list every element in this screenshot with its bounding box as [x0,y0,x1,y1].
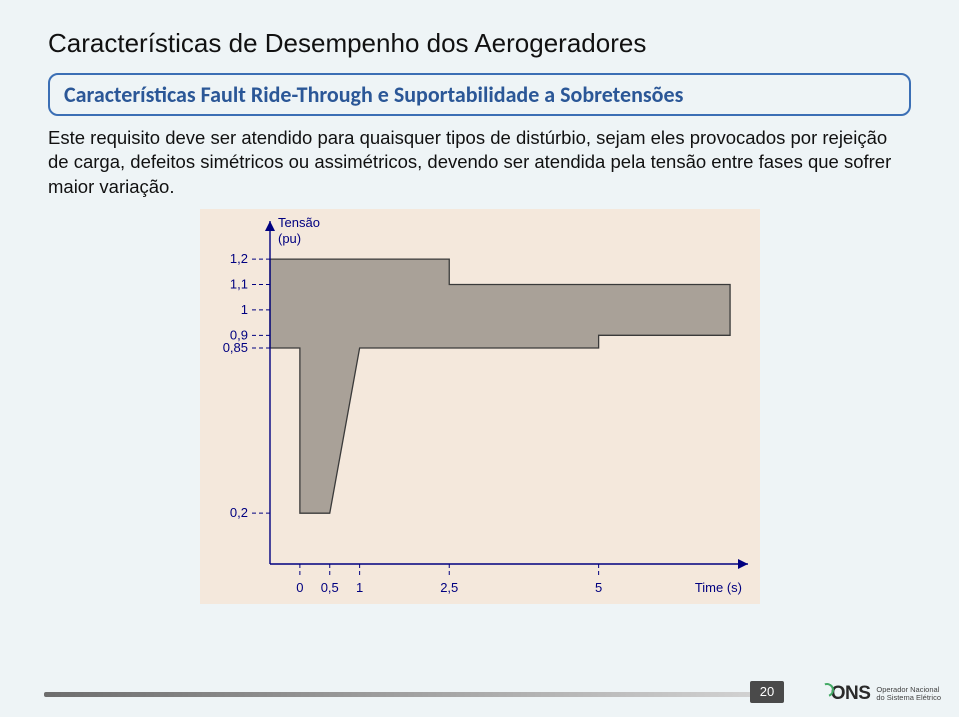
page-number: 20 [750,681,784,703]
chart-container: 0,20,850,911,11,200,512,55Tensão(pu)Time… [200,209,760,604]
body-paragraph: Este requisito deve ser atendido para qu… [48,126,911,199]
x-tick-label: 1 [356,580,363,595]
frt-chart: 0,20,850,911,11,200,512,55Tensão(pu)Time… [200,209,760,604]
subtitle-box: Características Fault Ride-Through e Sup… [48,73,911,116]
x-tick-label: 5 [595,580,602,595]
logo-subtext: Operador Nacional do Sistema Elétrico [876,686,941,702]
x-tick-label: 2,5 [440,580,458,595]
x-axis-arrow-icon [738,559,748,569]
y-tick-label: 1,2 [229,251,247,266]
frt-chart-svg: 0,20,850,911,11,200,512,55Tensão(pu)Time… [200,209,760,604]
y-tick-label: 0,2 [229,505,247,520]
y-tick-label: 1 [240,302,247,317]
logo-sub-line2: do Sistema Elétrico [876,693,941,702]
logo-brand: ONS [820,683,870,705]
y-axis-arrow-icon [265,221,275,231]
subtitle-text: Características Fault Ride-Through e Sup… [64,81,895,108]
y-tick-label: 0,9 [229,328,247,343]
y-tick-label: 1,1 [229,277,247,292]
x-tick-label: 0,5 [320,580,338,595]
logo-brand-text: ONS [831,683,871,704]
x-tick-label: 0 [296,580,303,595]
x-axis-label: Time (s) [694,580,741,595]
page-title: Características de Desempenho dos Aeroge… [48,28,911,59]
slide-page: Características de Desempenho dos Aeroge… [0,0,959,717]
ons-logo: ONS Operador Nacional do Sistema Elétric… [820,683,941,705]
footer-bar [44,692,764,697]
chart-region [270,259,730,513]
y-axis-label-2: (pu) [278,231,301,246]
y-axis-label-1: Tensão [278,215,320,230]
footer: 20 ONS Operador Nacional do Sistema Elét… [0,677,959,707]
